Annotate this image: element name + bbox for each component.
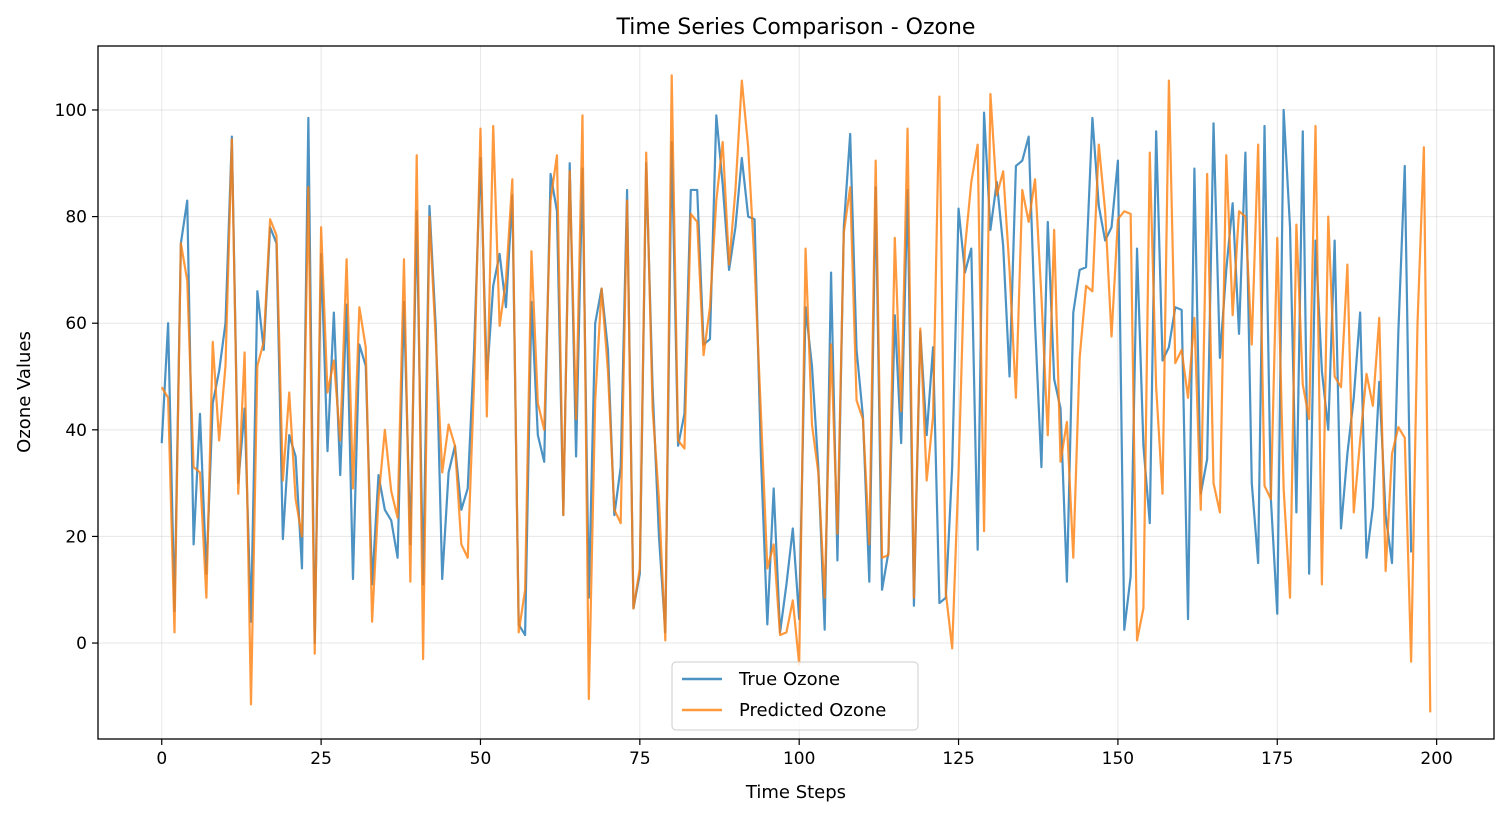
y-tick-label: 60 — [65, 314, 87, 334]
chart-title: Time Series Comparison - Ozone — [616, 15, 976, 40]
legend-box — [671, 661, 919, 731]
series-layer — [160, 74, 1432, 713]
x-tick-label: 75 — [629, 749, 651, 769]
series-line-predicted-ozone — [160, 74, 1432, 713]
y-axis-label: Ozone Values — [14, 331, 35, 453]
x-tick-label: 175 — [1261, 749, 1293, 769]
y-tick-label: 0 — [76, 634, 87, 654]
y-tick-label: 100 — [55, 101, 87, 121]
y-tick-label: 80 — [65, 208, 87, 228]
x-axis-label: Time Steps — [745, 782, 846, 803]
x-tick-label: 150 — [1102, 749, 1134, 769]
x-tick-label: 50 — [470, 749, 492, 769]
y-axis-ticks: 0 20 40 60 80 100 — [55, 101, 98, 654]
y-tick-label: 40 — [65, 421, 87, 441]
x-tick-label: 125 — [942, 749, 974, 769]
x-tick-label: 200 — [1420, 749, 1452, 769]
axes-frame — [97, 45, 1495, 740]
x-tick-label: 25 — [310, 749, 332, 769]
x-axis-ticks: 0 25 50 75 100 125 150 175 200 — [156, 739, 1453, 769]
y-tick-label: 20 — [65, 527, 87, 547]
legend-label-true-ozone: True Ozone — [738, 669, 840, 690]
legend-label-predicted-ozone: Predicted Ozone — [739, 700, 886, 721]
legend: True Ozone Predicted Ozone — [671, 661, 919, 731]
plot-area — [160, 74, 1432, 713]
x-tick-label: 100 — [783, 749, 815, 769]
x-tick-label: 0 — [156, 749, 167, 769]
